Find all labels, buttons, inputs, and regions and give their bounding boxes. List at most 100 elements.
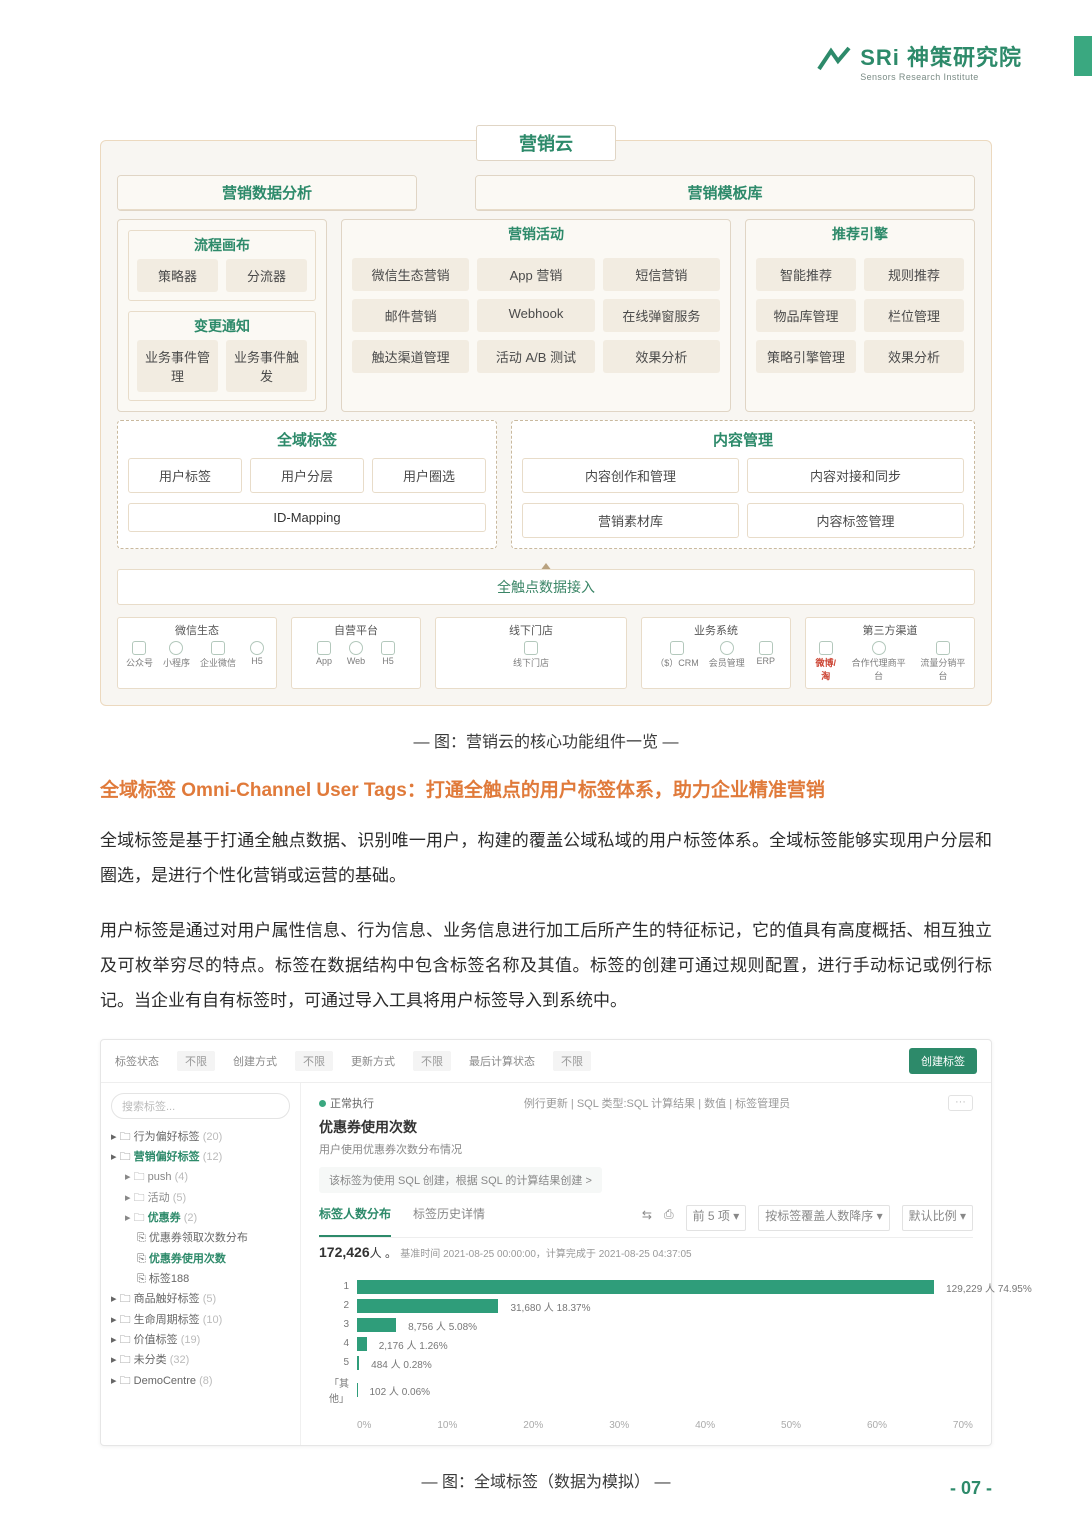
architecture-diagram: 营销云 营销数据分析 营销模板库 流程画布 策略器 分流器 变更通知 bbox=[100, 140, 992, 706]
source-box: 微信生态公众号小程序企业微信H5 bbox=[117, 617, 277, 689]
section-heading: 全域标签 Omni-Channel User Tags：打通全触点的用户标签体系… bbox=[100, 776, 992, 806]
tree-item[interactable]: ▸ 🗀 push (4) bbox=[111, 1167, 290, 1187]
tag-hint: 该标签为使用 SQL 创建，根据 SQL 的计算结果创建 > bbox=[319, 1167, 602, 1193]
cell: 内容对接和同步 bbox=[747, 458, 964, 493]
cell: App 营销 bbox=[477, 258, 594, 291]
bar-row: 5484 人 0.28% bbox=[319, 1356, 973, 1370]
filter-label: 更新方式 bbox=[351, 1053, 395, 1069]
panel-content: 内容管理 bbox=[512, 421, 974, 458]
chart-select[interactable]: 按标签覆盖人数降序 ▾ bbox=[758, 1205, 889, 1231]
bar-chart: 1129,229 人 74.95% 231,680 人 18.37% 38,756 … bbox=[319, 1271, 973, 1414]
tree-item[interactable]: ▸ 🗀 活动 (5) bbox=[111, 1188, 290, 1208]
filter-label: 标签状态 bbox=[115, 1053, 159, 1069]
chart-tool-icon[interactable]: ⇆ bbox=[642, 1208, 652, 1228]
caption-shot: — 图：全域标签（数据为模拟） — bbox=[100, 1468, 992, 1492]
filter-value[interactable]: 不限 bbox=[413, 1051, 451, 1071]
panel-template-lib: 营销模板库 bbox=[476, 176, 974, 210]
panel-marketing-analytics: 营销数据分析 bbox=[118, 176, 416, 210]
x-tick: 50% bbox=[781, 1420, 801, 1431]
summary-line: 172,426人 。 基准时间 2021-08-25 00:00:00，计算完成… bbox=[319, 1244, 973, 1261]
tree-item[interactable]: ▸ 🗀 价值标签 (19) bbox=[111, 1330, 290, 1350]
subpanel-canvas: 流程画布 bbox=[129, 231, 315, 259]
cell: 用户分层 bbox=[250, 458, 364, 493]
status-label: 正常执行 bbox=[319, 1095, 374, 1111]
chart-select[interactable]: 前 5 项 ▾ bbox=[686, 1205, 747, 1231]
brand-logo: SRi 神策研究院 Sensors Research Institute bbox=[816, 40, 1022, 82]
cell-splitter: 分流器 bbox=[226, 259, 307, 292]
cell: 在线弹窗服务 bbox=[603, 299, 720, 332]
chart-tool-icon[interactable]: ⎙ bbox=[664, 1207, 674, 1228]
filter-label: 最后计算状态 bbox=[469, 1053, 535, 1069]
tree-item[interactable]: ▸ 🗀 未分类 (32) bbox=[111, 1350, 290, 1370]
bar-row: 231,680 人 18.37% bbox=[319, 1299, 973, 1313]
tree-item[interactable]: ⎘ 优惠券使用次数 bbox=[111, 1249, 290, 1269]
tree-item[interactable]: ▸ 🗀 DemoCentre (8) bbox=[111, 1371, 290, 1391]
filter-value[interactable]: 不限 bbox=[295, 1051, 333, 1071]
filter-value[interactable]: 不限 bbox=[177, 1051, 215, 1071]
cell: 内容创作和管理 bbox=[522, 458, 739, 493]
bar-row: 「其他」102 人 0.06% bbox=[319, 1375, 973, 1405]
cell: 智能推荐 bbox=[756, 258, 856, 291]
paragraph-2: 用户标签是通过对用户属性信息、行为信息、业务信息进行加工后所产生的特征标记，它的… bbox=[100, 914, 992, 1019]
tag-tree: ▸ 🗀 行为偏好标签 (20)▸ 🗀 营销偏好标签 (12)▸ 🗀 push (… bbox=[111, 1127, 290, 1391]
tree-item[interactable]: ⎘ 标签188 bbox=[111, 1269, 290, 1289]
cell: 栏位管理 bbox=[864, 299, 964, 332]
tree-item[interactable]: ▸ 🗀 生命周期标签 (10) bbox=[111, 1310, 290, 1330]
panel-activity: 营销活动 bbox=[342, 220, 730, 248]
x-tick: 20% bbox=[523, 1420, 543, 1431]
brand-name: SRi 神策研究院 bbox=[860, 40, 1022, 72]
bar-row: 42,176 人 1.26% bbox=[319, 1337, 973, 1351]
screenshot-omni-tags: 标签状态不限创建方式不限更新方式不限最后计算状态不限 创建标签 搜索标签... … bbox=[100, 1039, 992, 1446]
cell: 效果分析 bbox=[864, 340, 964, 373]
more-icon[interactable]: ··· bbox=[948, 1095, 973, 1111]
tree-item[interactable]: ▸ 🗀 优惠券 (2) bbox=[111, 1208, 290, 1228]
cell: 策略引擎管理 bbox=[756, 340, 856, 373]
cell: 用户标签 bbox=[128, 458, 242, 493]
source-box: 第三方渠道微博/淘合作代理商平台流量分销平台 bbox=[805, 617, 975, 689]
panel-recommend: 推荐引擎 bbox=[746, 220, 974, 248]
tree-item[interactable]: ⎘ 优惠券领取次数分布 bbox=[111, 1228, 290, 1248]
x-tick: 60% bbox=[867, 1420, 887, 1431]
source-box: 线下门店线下门店 bbox=[435, 617, 627, 689]
tree-item[interactable]: ▸ 🗀 营销偏好标签 (12) bbox=[111, 1147, 290, 1167]
bar-row: 1129,229 人 74.95% bbox=[319, 1280, 973, 1294]
status-right: 例行更新 | SQL 类型:SQL 计算结果 | 数值 | 标签管理员 bbox=[524, 1095, 790, 1111]
brand-sub: Sensors Research Institute bbox=[860, 72, 1022, 82]
logo-mark-icon bbox=[816, 46, 852, 76]
tab-history[interactable]: 标签历史详情 bbox=[413, 1205, 485, 1237]
source-box: 自营平台AppWebH5 bbox=[291, 617, 421, 689]
cell: 业务事件管理 bbox=[137, 340, 218, 392]
bar-row: 38,756 人 5.08% bbox=[319, 1318, 973, 1332]
cell: 短信营销 bbox=[603, 258, 720, 291]
x-tick: 0% bbox=[357, 1420, 371, 1431]
caption-diagram: — 图：营销云的核心功能组件一览 — bbox=[100, 728, 992, 752]
cell: 物品库管理 bbox=[756, 299, 856, 332]
filter-value[interactable]: 不限 bbox=[553, 1051, 591, 1071]
tag-tabs: 标签人数分布 标签历史详情 ⇆ ⎙ 前 5 项 ▾ 按标签覆盖人数降序 ▾ 默认比例 ▾ bbox=[319, 1205, 973, 1238]
tree-item[interactable]: ▸ 🗀 行为偏好标签 (20) bbox=[111, 1127, 290, 1147]
x-tick: 30% bbox=[609, 1420, 629, 1431]
cell: 规则推荐 bbox=[864, 258, 964, 291]
diagram-title: 营销云 bbox=[476, 125, 616, 161]
cell: 效果分析 bbox=[603, 340, 720, 373]
chart-select[interactable]: 默认比例 ▾ bbox=[902, 1205, 973, 1231]
cell: 活动 A/B 测试 bbox=[477, 340, 594, 373]
cell-id-mapping: ID-Mapping bbox=[128, 503, 486, 532]
side-accent bbox=[1074, 36, 1092, 76]
page-number: - 07 - bbox=[950, 1478, 992, 1499]
filter-label: 创建方式 bbox=[233, 1053, 277, 1069]
subpanel-change: 变更通知 bbox=[129, 312, 315, 340]
x-tick: 10% bbox=[437, 1420, 457, 1431]
access-bar: 全触点数据接入 bbox=[117, 569, 975, 605]
tab-distribution[interactable]: 标签人数分布 bbox=[319, 1205, 391, 1237]
cell: 业务事件触发 bbox=[226, 340, 307, 392]
tag-title: 优惠券使用次数 bbox=[319, 1117, 973, 1137]
source-box: 业务系统（$）CRM会员管理ERP bbox=[641, 617, 791, 689]
tree-item[interactable]: ▸ 🗀 商品触好标签 (5) bbox=[111, 1289, 290, 1309]
x-tick: 40% bbox=[695, 1420, 715, 1431]
new-tag-button[interactable]: 创建标签 bbox=[909, 1048, 977, 1074]
cell: 触达渠道管理 bbox=[352, 340, 469, 373]
paragraph-1: 全域标签是基于打通全触点数据、识别唯一用户，构建的覆盖公域私域的用户标签体系。全… bbox=[100, 824, 992, 894]
search-input[interactable]: 搜索标签... bbox=[111, 1093, 290, 1119]
tag-desc: 用户使用优惠券次数分布情况 bbox=[319, 1141, 973, 1157]
